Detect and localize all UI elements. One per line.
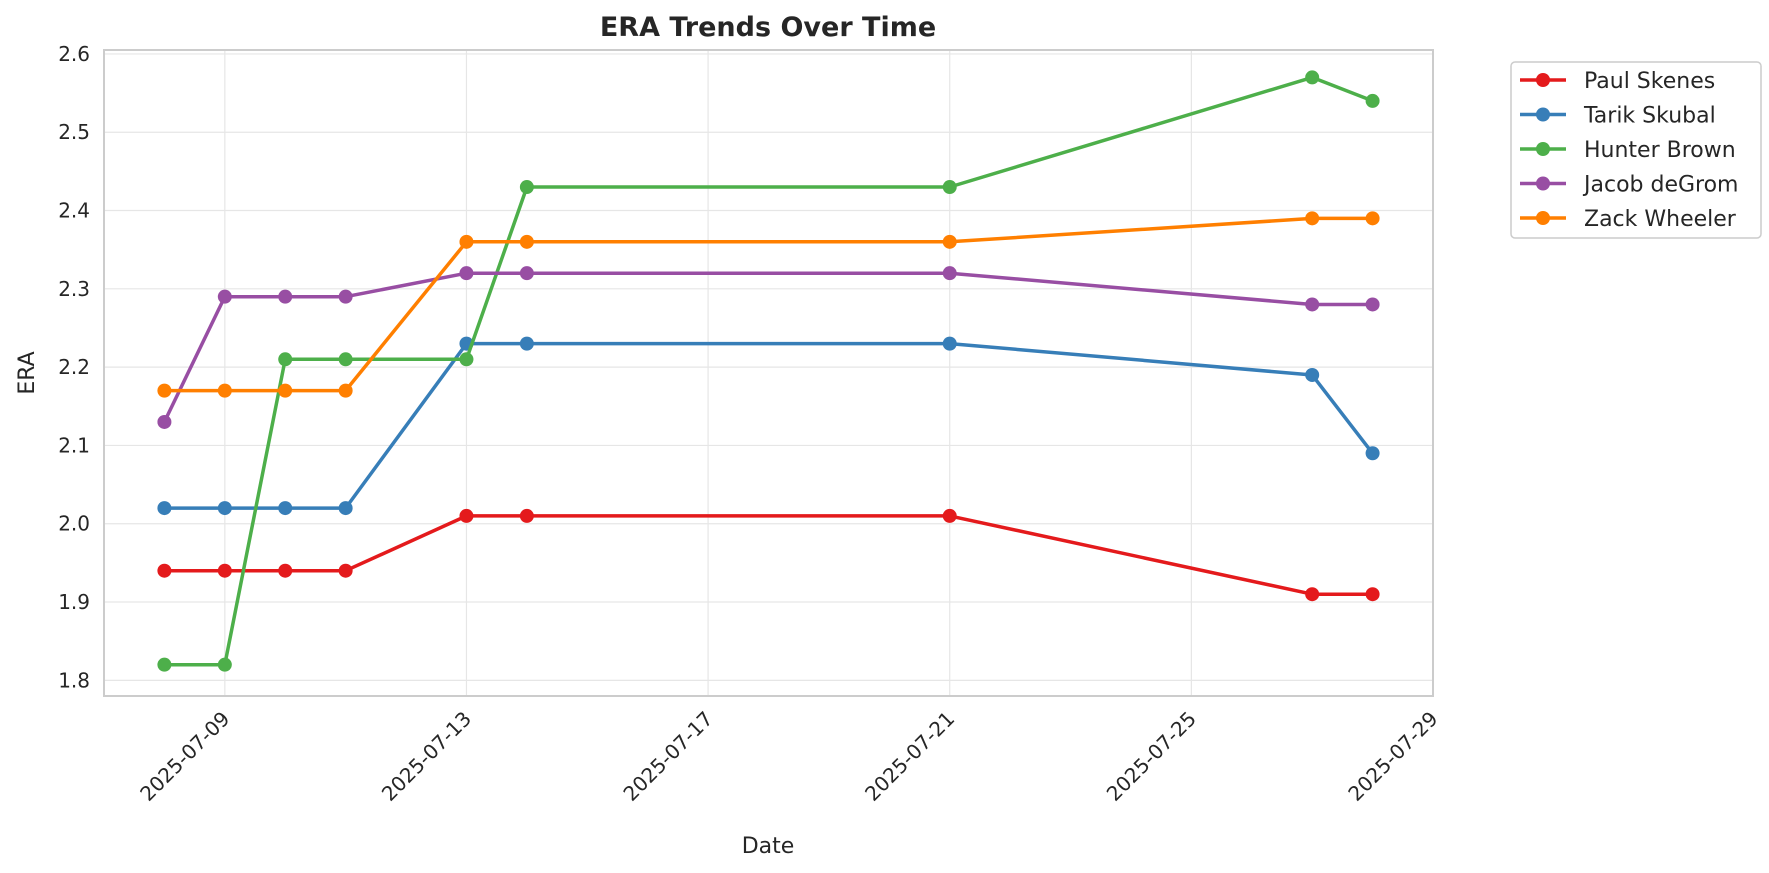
data-point xyxy=(519,180,534,195)
series-tarik-skubal xyxy=(157,336,1380,516)
data-point xyxy=(1305,211,1320,226)
data-point xyxy=(519,508,534,523)
legend-frame xyxy=(1510,61,1762,239)
data-point xyxy=(519,234,534,249)
data-point xyxy=(1365,587,1380,602)
series-hunter-brown xyxy=(157,70,1380,672)
legend-marker xyxy=(1536,73,1550,87)
data-point xyxy=(157,563,172,578)
data-point xyxy=(1365,93,1380,108)
data-point xyxy=(278,289,293,304)
legend-label: Jacob deGrom xyxy=(1582,173,1738,198)
data-point xyxy=(338,289,353,304)
data-point xyxy=(278,501,293,516)
series-layer xyxy=(157,70,1380,672)
data-point xyxy=(157,414,172,429)
legend-item: Hunter Brown xyxy=(1520,138,1736,163)
legend-marker xyxy=(1536,176,1550,191)
y-tick-label: 2.6 xyxy=(58,42,90,66)
data-point xyxy=(459,266,474,281)
data-point xyxy=(338,383,353,398)
data-point xyxy=(278,383,293,398)
data-point xyxy=(278,352,293,367)
data-point xyxy=(338,501,353,516)
data-point xyxy=(278,563,293,578)
data-point xyxy=(459,508,474,523)
legend-marker xyxy=(1536,211,1550,225)
legend-marker xyxy=(1536,142,1550,156)
y-tick-label: 2.4 xyxy=(58,199,90,223)
y-tick-label: 2.5 xyxy=(58,120,90,144)
chart-title: ERA Trends Over Time xyxy=(600,12,936,43)
data-point xyxy=(942,336,957,351)
y-tick-label: 2.3 xyxy=(58,277,90,301)
legend: Paul Skenes Tarik Skubal Hunter Brown Jacob… xyxy=(1510,61,1762,239)
data-point xyxy=(1365,211,1380,226)
data-point xyxy=(1305,297,1320,312)
data-point xyxy=(217,383,232,398)
data-point xyxy=(217,289,232,304)
data-point xyxy=(338,352,353,367)
legend-item: Jacob deGrom xyxy=(1520,173,1738,198)
legend-item: Zack Wheeler xyxy=(1520,207,1737,232)
legend-label: Hunter Brown xyxy=(1584,138,1736,163)
legend-marker xyxy=(1536,107,1550,122)
legend-item: Tarik Skubal xyxy=(1520,104,1716,129)
data-point xyxy=(519,266,534,281)
data-point xyxy=(157,383,172,398)
data-point xyxy=(1305,587,1320,602)
x-axis-label: Date xyxy=(742,834,795,859)
grid-lines xyxy=(104,50,1434,696)
data-point xyxy=(519,336,534,351)
y-axis-label: ERA xyxy=(15,351,40,394)
data-point xyxy=(157,657,172,672)
data-point xyxy=(942,266,957,281)
data-point xyxy=(157,501,172,516)
legend-label: Tarik Skubal xyxy=(1583,104,1716,129)
y-tick-label: 1.8 xyxy=(58,668,90,692)
plot-frame xyxy=(103,49,1434,697)
data-point xyxy=(459,352,474,367)
y-tick-label: 2.1 xyxy=(58,433,90,457)
data-point xyxy=(459,234,474,249)
y-tick-label: 2.0 xyxy=(58,512,90,536)
data-point xyxy=(1305,70,1320,85)
data-point xyxy=(217,657,232,672)
data-point xyxy=(1305,367,1320,382)
legend-item: Paul Skenes xyxy=(1520,69,1715,94)
y-tick-labels: 1.8 1.9 2.0 2.1 2.2 2.3 2.4 2.5 2.6 xyxy=(58,42,90,692)
data-point xyxy=(942,508,957,523)
data-point xyxy=(1365,297,1380,312)
legend-label: Paul Skenes xyxy=(1584,69,1715,94)
data-point xyxy=(217,563,232,578)
legend-label: Zack Wheeler xyxy=(1584,207,1737,232)
data-point xyxy=(338,563,353,578)
data-point xyxy=(942,234,957,249)
data-point xyxy=(942,180,957,195)
data-point xyxy=(1365,446,1380,461)
y-tick-label: 1.9 xyxy=(58,590,90,614)
data-point xyxy=(217,501,232,516)
y-tick-label: 2.2 xyxy=(58,355,90,379)
series-zack-wheeler xyxy=(157,211,1380,398)
series-jacob-degrom xyxy=(157,266,1380,429)
